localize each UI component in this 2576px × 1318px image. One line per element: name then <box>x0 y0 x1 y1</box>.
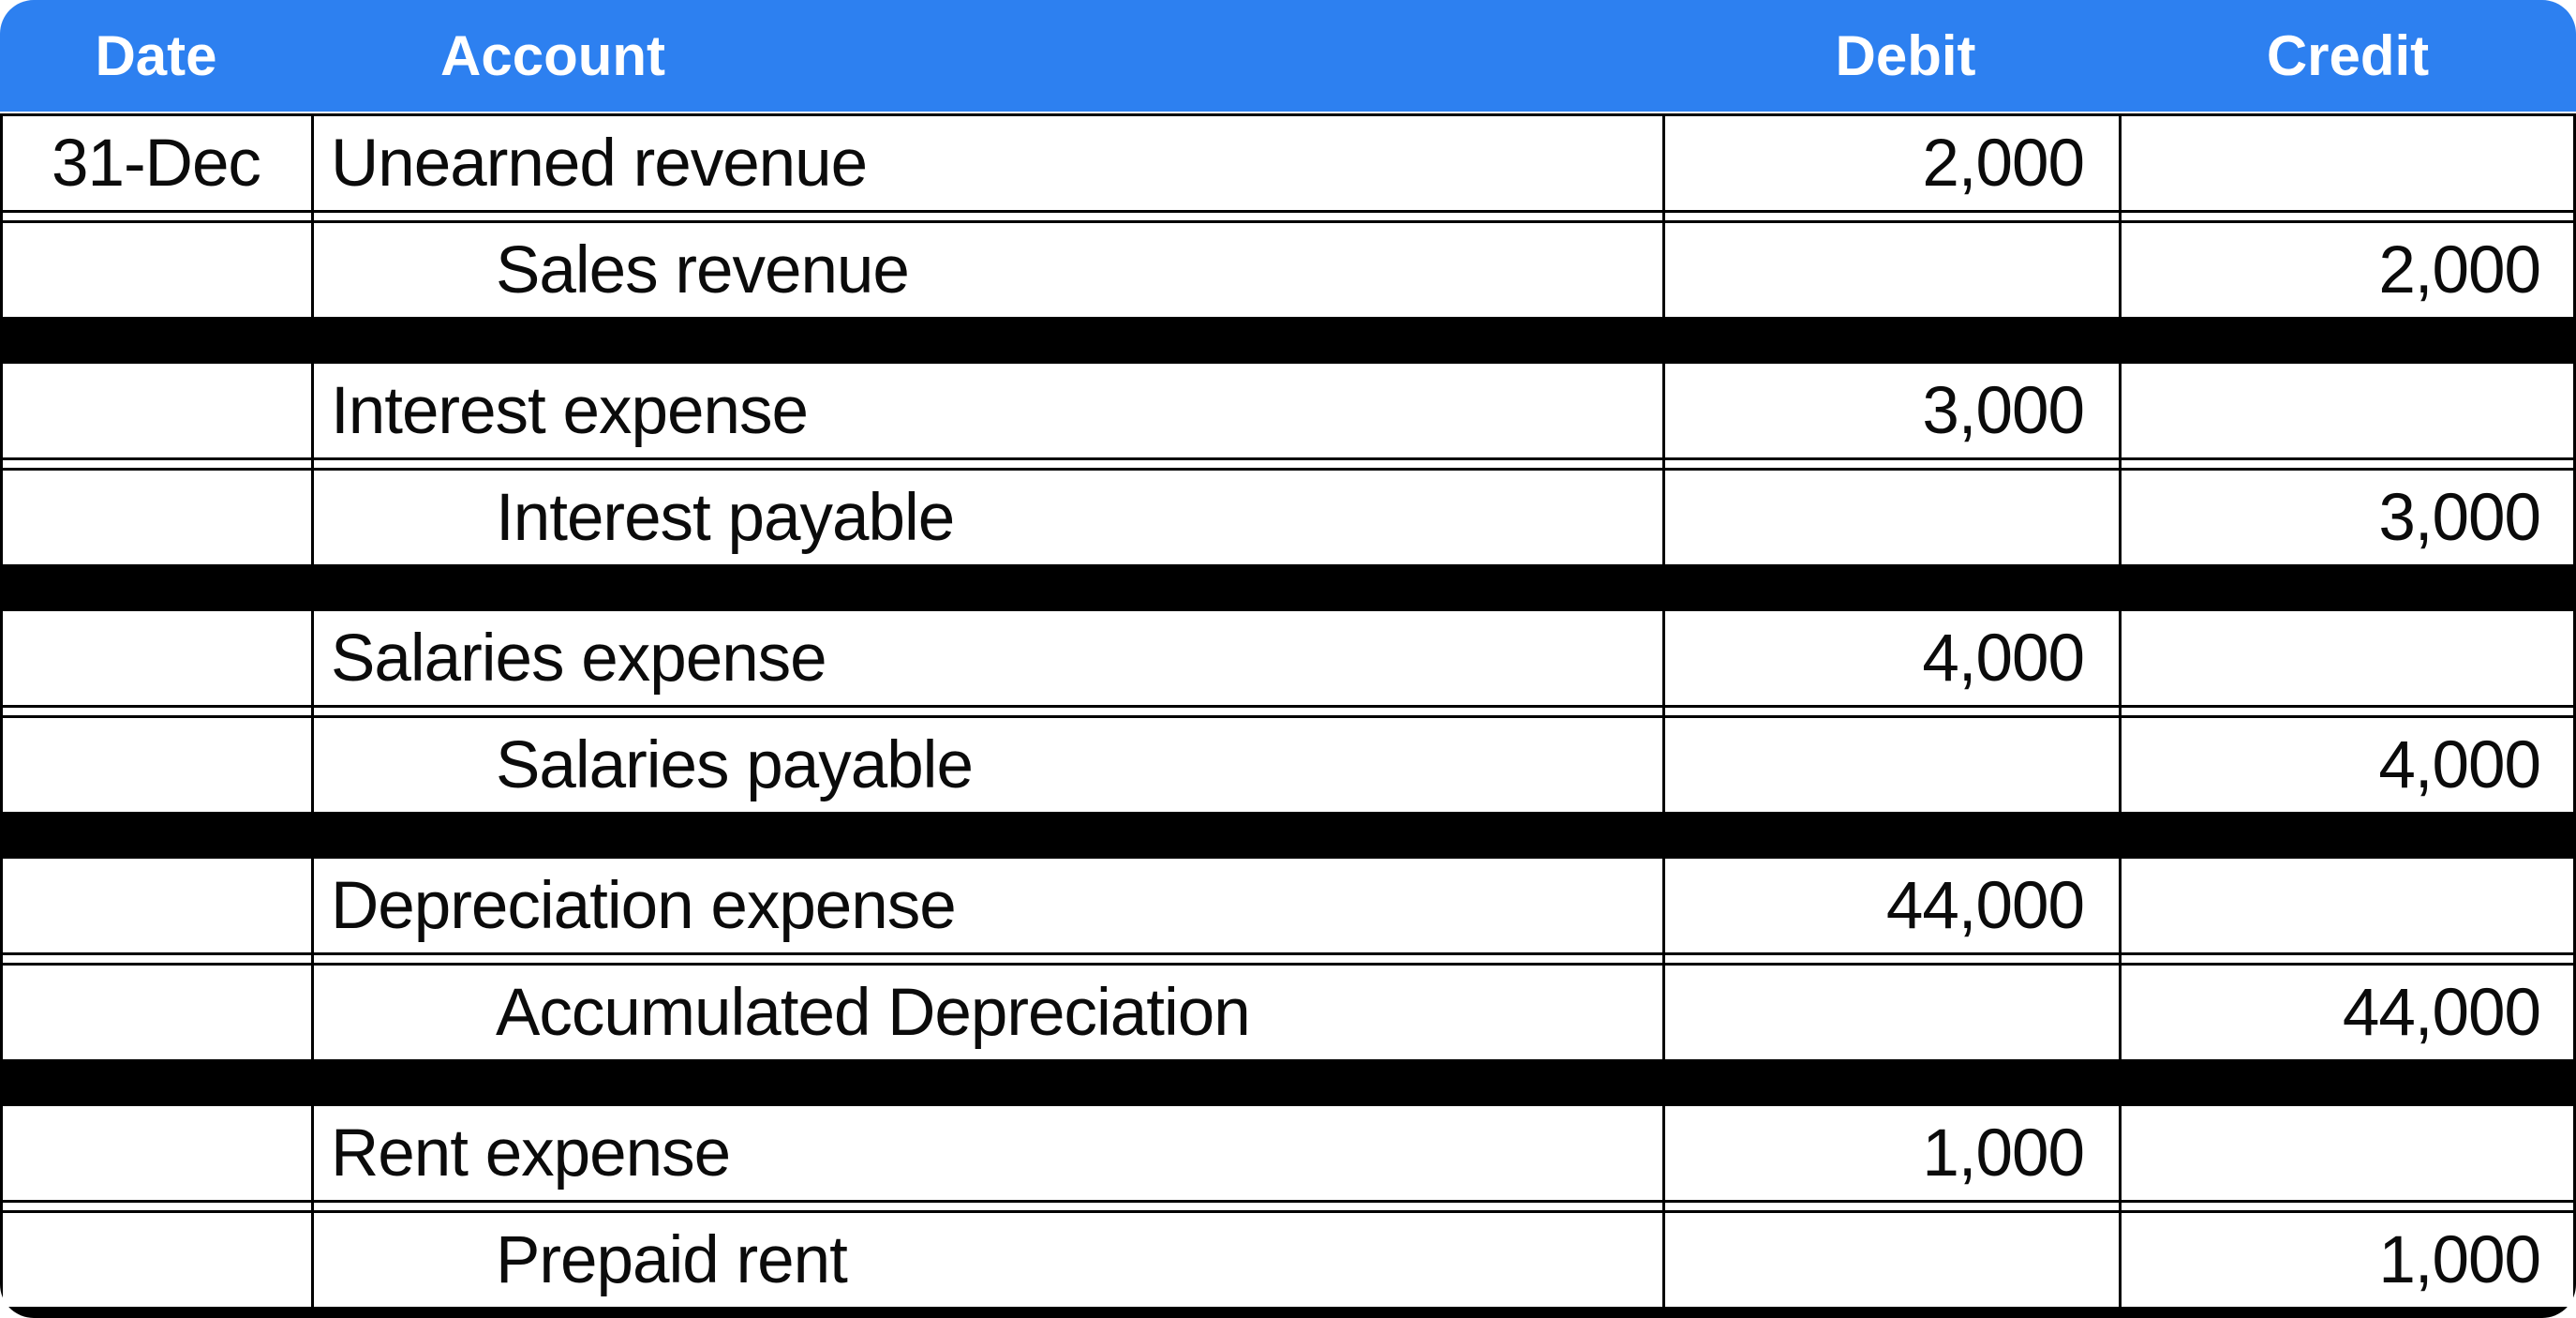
table-border-left <box>0 611 3 812</box>
row-divider <box>0 952 2576 966</box>
column-rule-date-account <box>311 611 314 812</box>
table-row: Interest payable 3,000 <box>0 471 2576 564</box>
debit-account-cell: Unearned revenue <box>331 126 868 201</box>
column-rule-date-account <box>311 859 314 1059</box>
table-row: Interest expense 3,000 <box>0 364 2576 457</box>
column-rule-date-account <box>311 364 314 564</box>
row-divider <box>0 457 2576 471</box>
debit-amount-cell: 4,000 <box>1922 621 2085 696</box>
column-rule-account-debit <box>1662 1106 1665 1307</box>
column-header-date: Date <box>95 24 217 87</box>
journal-entry-block: Interest expense 3,000 Interest payable … <box>0 364 2576 564</box>
table-body: 31-Dec Unearned revenue 2,000 Sales reve… <box>0 113 2576 1318</box>
table-header-row: Date Account Debit Credit <box>0 0 2576 112</box>
credit-amount-cell: 4,000 <box>2378 727 2541 802</box>
table-row: Salaries expense 4,000 <box>0 611 2576 705</box>
credit-amount-cell: 1,000 <box>2378 1222 2541 1297</box>
table-row: Prepaid rent 1,000 <box>0 1213 2576 1307</box>
entry-separator-bar <box>0 1059 2576 1106</box>
column-rule-account-debit <box>1662 364 1665 564</box>
table-border-right <box>2573 859 2576 1059</box>
debit-account-cell: Salaries expense <box>331 621 827 696</box>
column-rule-account-debit <box>1662 611 1665 812</box>
journal-entry-block: Rent expense 1,000 Prepaid rent 1,000 <box>0 1106 2576 1307</box>
credit-amount-cell: 44,000 <box>2342 975 2541 1050</box>
date-cell: 31-Dec <box>52 126 261 201</box>
debit-amount-cell: 44,000 <box>1885 868 2085 943</box>
column-rule-date-account <box>311 116 314 317</box>
column-rule-debit-credit <box>2119 1106 2122 1307</box>
journal-entry-block: 31-Dec Unearned revenue 2,000 Sales reve… <box>0 113 2576 317</box>
journal-entry-block: Salaries expense 4,000 Salaries payable … <box>0 611 2576 812</box>
table-row: 31-Dec Unearned revenue 2,000 <box>0 116 2576 210</box>
table-row: Rent expense 1,000 <box>0 1106 2576 1200</box>
entry-separator-bar <box>0 317 2576 364</box>
debit-amount-cell: 1,000 <box>1922 1116 2085 1191</box>
table-row: Depreciation expense 44,000 <box>0 859 2576 952</box>
table-border-left <box>0 859 3 1059</box>
debit-amount-cell: 2,000 <box>1922 126 2085 201</box>
credit-amount-cell: 2,000 <box>2378 232 2541 307</box>
column-rule-date-account <box>311 1106 314 1307</box>
column-header-account: Account <box>440 24 665 87</box>
table-border-left <box>0 116 3 317</box>
debit-account-cell: Rent expense <box>331 1116 731 1191</box>
table-border-right <box>2573 116 2576 317</box>
entry-separator-bar <box>0 812 2576 859</box>
column-header-debit: Debit <box>1835 24 1976 87</box>
column-rule-debit-credit <box>2119 611 2122 812</box>
debit-account-cell: Depreciation expense <box>331 868 957 943</box>
debit-account-cell: Interest expense <box>331 373 809 448</box>
credit-account-cell: Interest payable <box>496 480 955 555</box>
table-row: Sales revenue 2,000 <box>0 223 2576 317</box>
entry-separator-bar <box>0 564 2576 611</box>
table-bottom-bar <box>0 1307 2576 1318</box>
credit-account-cell: Accumulated Depreciation <box>496 975 1251 1050</box>
row-divider <box>0 1200 2576 1213</box>
table-border-left <box>0 364 3 564</box>
credit-account-cell: Sales revenue <box>496 232 910 307</box>
table-border-left <box>0 1106 3 1307</box>
table-border-right <box>2573 611 2576 812</box>
credit-account-cell: Salaries payable <box>496 727 974 802</box>
row-divider <box>0 210 2576 223</box>
column-rule-debit-credit <box>2119 859 2122 1059</box>
credit-account-cell: Prepaid rent <box>496 1222 848 1297</box>
column-rule-debit-credit <box>2119 116 2122 317</box>
column-header-credit: Credit <box>2266 24 2430 87</box>
row-divider <box>0 705 2576 718</box>
column-rule-debit-credit <box>2119 364 2122 564</box>
column-rule-account-debit <box>1662 116 1665 317</box>
journal-entry-block: Depreciation expense 44,000 Accumulated … <box>0 859 2576 1059</box>
debit-amount-cell: 3,000 <box>1922 373 2085 448</box>
table-border-right <box>2573 364 2576 564</box>
table-row: Accumulated Depreciation 44,000 <box>0 966 2576 1059</box>
credit-amount-cell: 3,000 <box>2378 480 2541 555</box>
table-border-right <box>2573 1106 2576 1307</box>
table-row: Salaries payable 4,000 <box>0 718 2576 812</box>
column-rule-account-debit <box>1662 859 1665 1059</box>
